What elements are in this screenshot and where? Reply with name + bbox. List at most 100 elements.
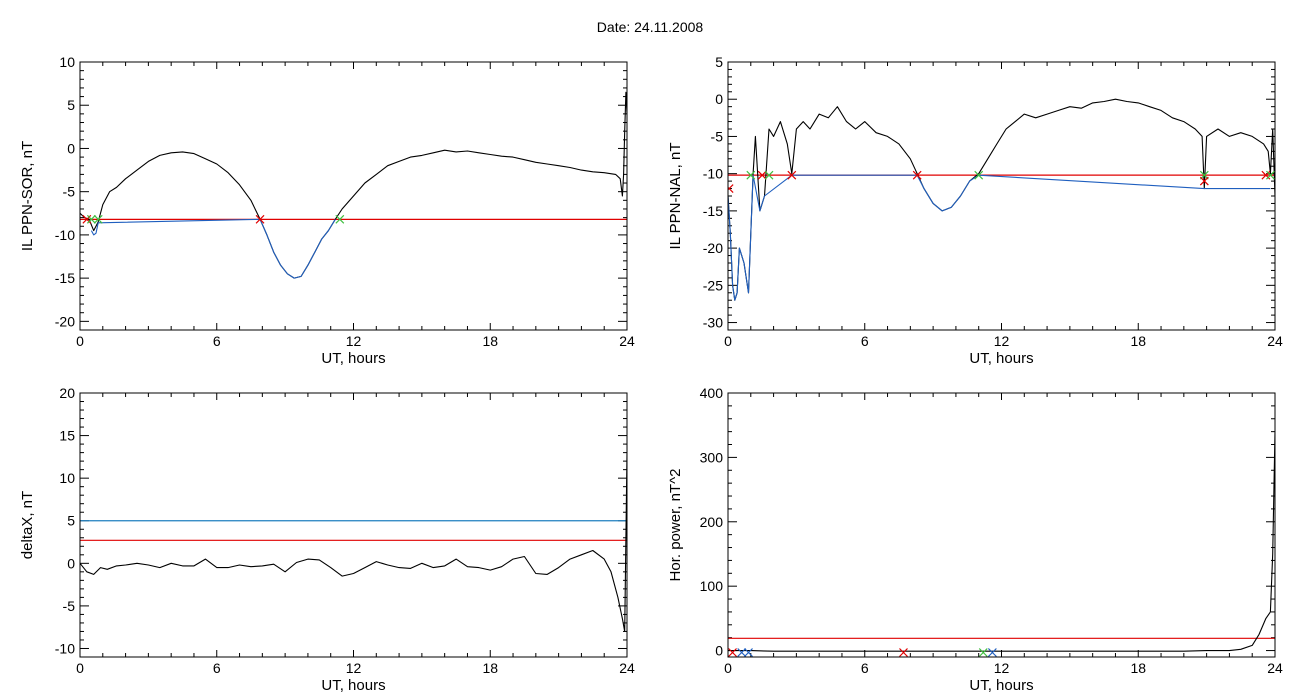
marker-stroke [737, 648, 747, 657]
y-tick-label: -5 [63, 598, 76, 614]
marker-stroke [93, 214, 103, 224]
event-marker [86, 214, 96, 224]
y-tick-label: -20 [703, 240, 723, 256]
x-tick-label: 6 [861, 333, 869, 349]
y-axis-label: IL PPN-NAL, nT [667, 143, 684, 250]
x-axis-label: UT, hours [969, 677, 1033, 694]
x-tick-label: 6 [861, 660, 869, 676]
panel-il-ppn-sor: 0 6 12 18 24 -20 -15 -10 -5 0 5 10 UT, hours IL PPN-S… [19, 54, 635, 367]
plot-area [80, 91, 627, 279]
page-title: Date: 24.11.2008 [596, 19, 704, 35]
y-tick-label: 5 [67, 97, 75, 113]
y-tick-label: -20 [55, 313, 75, 329]
event-marker [737, 648, 747, 657]
series-line [80, 91, 627, 279]
event-marker [335, 214, 345, 224]
x-tick-label: 24 [1267, 660, 1283, 676]
y-tick-label: -10 [703, 166, 723, 182]
x-tick-label: 6 [213, 660, 221, 676]
y-tick-label: -10 [55, 640, 75, 656]
panel-il-ppn-nal: 0 6 12 18 24 -30 -25 -20 -15 -10 -5 0 5 UT, hours IL P… [667, 54, 1283, 367]
plot-frame [727, 392, 1276, 658]
x-tick-label: 0 [724, 333, 732, 349]
y-tick-label: 400 [700, 385, 724, 401]
plot-area [728, 431, 1275, 657]
y-tick-label: 15 [59, 428, 75, 444]
x-tick-label: 18 [1130, 660, 1146, 676]
plot-area [80, 452, 627, 633]
marker-stroke [728, 184, 734, 191]
marker-stroke [744, 648, 753, 657]
marker-stroke [787, 170, 797, 180]
series-line-below-threshold [728, 174, 1271, 301]
x-tick-label: 24 [1267, 333, 1283, 349]
series-line [728, 431, 1275, 652]
panel-deltax: 0 6 12 18 24 -10 -5 0 5 10 15 20 UT, hours deltaX, nT [19, 385, 635, 694]
plot-frame [79, 61, 628, 331]
event-marker [746, 170, 756, 180]
y-tick-label: 0 [715, 91, 723, 107]
event-marker [1266, 170, 1275, 180]
marker-stroke [1266, 170, 1275, 180]
marker-stroke [746, 170, 756, 180]
y-tick-label: 5 [715, 54, 723, 70]
marker-stroke [757, 170, 767, 180]
y-tick-label: 20 [59, 385, 75, 401]
y-tick-label: 10 [59, 470, 75, 486]
panel-hor-power: 0 6 12 18 24 0 100 200 300 400 UT, hours Hor. power… [667, 385, 1283, 694]
marker-stroke [899, 648, 908, 657]
plot-frame [727, 61, 1276, 331]
x-tick-label: 12 [994, 660, 1010, 676]
y-tick-label: 200 [700, 514, 724, 530]
marker-stroke [974, 170, 984, 180]
event-marker [728, 184, 734, 193]
x-tick-label: 18 [482, 333, 498, 349]
event-marker [912, 170, 922, 180]
event-marker [978, 648, 988, 657]
y-tick-label: -25 [703, 277, 723, 293]
x-axis-label: UT, hours [321, 350, 385, 367]
y-tick-label: -5 [711, 128, 724, 144]
y-axis-label: Hor. power, nT^2 [667, 469, 684, 582]
y-tick-label: -10 [55, 227, 75, 243]
event-marker [974, 170, 984, 180]
marker-stroke [912, 170, 922, 180]
series-line [728, 98, 1275, 301]
series-line [80, 452, 627, 633]
y-tick-label: 100 [700, 578, 724, 594]
marker-stroke [335, 214, 345, 224]
series-line-below-threshold [90, 218, 336, 279]
x-tick-label: 12 [346, 660, 362, 676]
event-marker [1199, 176, 1209, 186]
event-marker [93, 214, 103, 224]
event-marker [255, 214, 265, 224]
plot-area [728, 98, 1275, 301]
marker-stroke [255, 214, 265, 224]
x-axis-label: UT, hours [969, 350, 1033, 367]
x-tick-label: 6 [213, 333, 221, 349]
y-tick-label: 0 [67, 140, 75, 156]
event-marker [728, 648, 737, 657]
marker-stroke [1199, 176, 1209, 186]
y-tick-label: 5 [67, 513, 75, 529]
marker-stroke [764, 170, 774, 180]
event-marker [744, 648, 753, 657]
event-marker [757, 170, 767, 180]
event-marker [987, 648, 997, 657]
x-tick-label: 12 [994, 333, 1010, 349]
y-tick-label: 10 [59, 54, 75, 70]
marker-stroke [728, 648, 737, 657]
plot-frame [79, 392, 628, 658]
y-axis-label: IL PPN-SOR, nT [19, 141, 36, 251]
x-axis-label: UT, hours [321, 677, 385, 694]
y-tick-label: 300 [700, 449, 724, 465]
marker-stroke [987, 648, 997, 657]
y-tick-label: -15 [55, 270, 75, 286]
x-tick-label: 24 [619, 660, 635, 676]
y-tick-label: -5 [63, 184, 76, 200]
event-marker [764, 170, 774, 180]
y-tick-label: 0 [67, 555, 75, 571]
y-tick-label: -15 [703, 203, 723, 219]
x-tick-label: 24 [619, 333, 635, 349]
